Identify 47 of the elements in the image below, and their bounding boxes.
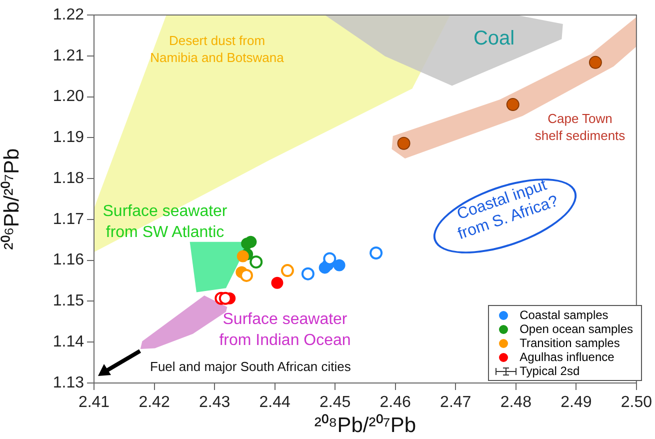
x-tick-label: 2.48 bbox=[500, 394, 532, 412]
legend-label: Agulhas influence bbox=[520, 350, 614, 364]
series-label: Surface seawater from SW Atlantic bbox=[102, 203, 228, 241]
point bbox=[333, 259, 346, 272]
y-tick-label: 1.20 bbox=[52, 88, 84, 106]
x-tick-label: 2.46 bbox=[380, 394, 412, 412]
x-tick-label: 2.44 bbox=[259, 394, 290, 412]
y-tick-label: 1.18 bbox=[52, 170, 84, 187]
point bbox=[397, 136, 410, 150]
point bbox=[588, 56, 602, 69]
y-tick-label: 1.21 bbox=[52, 47, 84, 64]
legend-label: Transition samples bbox=[520, 336, 620, 350]
point bbox=[240, 268, 253, 282]
series-label: Desert dust from Namibia and Botswana bbox=[150, 33, 285, 66]
x-tick-label: 2.43 bbox=[198, 394, 230, 412]
point bbox=[506, 98, 520, 112]
point bbox=[301, 267, 314, 280]
annotation: Coastal input from S. Africa? bbox=[454, 176, 562, 246]
series-label: Coal bbox=[473, 28, 515, 50]
point bbox=[250, 255, 263, 268]
legend-label: Coastal samples bbox=[520, 308, 608, 322]
x-tick-label: 2.45 bbox=[320, 394, 351, 412]
y-tick-label: 1.16 bbox=[52, 252, 84, 269]
y-tick-label: 1.15 bbox=[52, 292, 84, 310]
point bbox=[236, 250, 249, 262]
annotation: Typical 2sd bbox=[520, 364, 580, 378]
x-tick-label: 2.49 bbox=[560, 394, 592, 412]
x-tick-label: 2.41 bbox=[78, 394, 110, 412]
y-tick-label: 1.17 bbox=[52, 210, 84, 228]
x-axis-title: ²⁰⁸Pb/²⁰⁷Pb bbox=[314, 414, 416, 438]
series-label: Surface seawater from Indian Ocean bbox=[219, 311, 351, 349]
annotation: Fuel and major South African cities bbox=[150, 359, 351, 374]
point bbox=[370, 246, 383, 260]
legend-label: Open ocean samples bbox=[520, 322, 633, 336]
point bbox=[323, 252, 336, 266]
point bbox=[218, 292, 232, 305]
y-tick-label: 1.13 bbox=[52, 374, 84, 392]
x-tick-label: 2.50 bbox=[620, 394, 652, 412]
x-tick-label: 2.42 bbox=[138, 394, 170, 412]
x-tick-label: 2.47 bbox=[440, 394, 472, 412]
y-axis-title: ²⁰⁶Pb/²⁰⁷Pb bbox=[0, 148, 24, 250]
y-tick-label: 1.19 bbox=[52, 129, 84, 146]
point bbox=[271, 276, 284, 289]
y-tick-label: 1.22 bbox=[52, 6, 84, 24]
series-label: Cape Town shelf sediments bbox=[534, 111, 626, 144]
point bbox=[280, 264, 294, 278]
y-tick-label: 1.14 bbox=[52, 334, 84, 351]
